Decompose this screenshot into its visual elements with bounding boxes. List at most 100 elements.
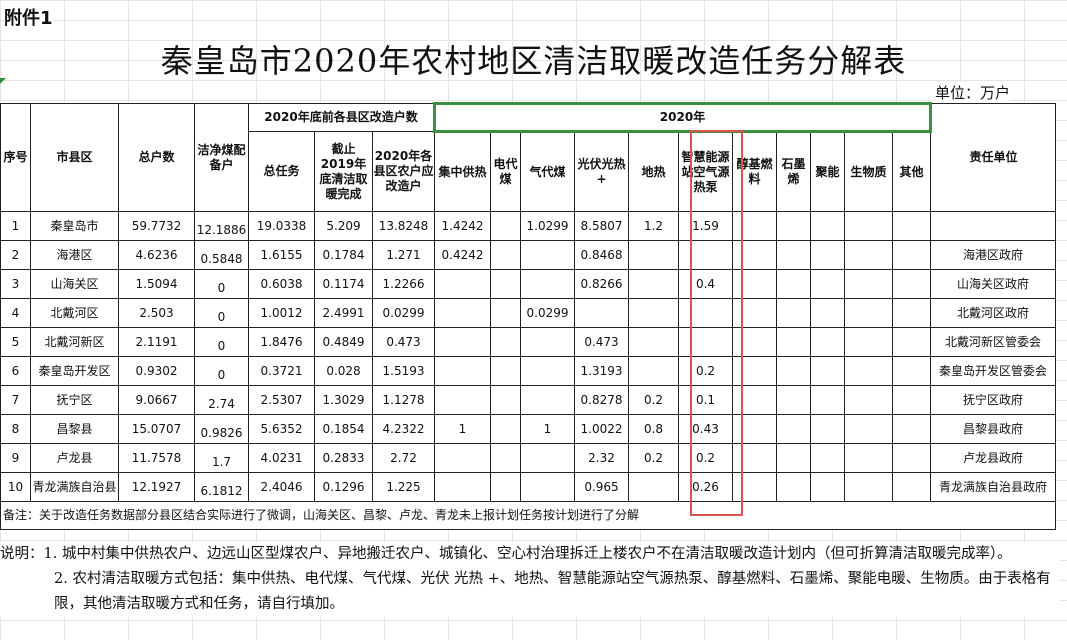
cell-polymer[interactable]: [810, 385, 845, 415]
cell-polymer[interactable]: [810, 414, 845, 444]
cell-graphene[interactable]: [776, 385, 811, 415]
cell-graphene[interactable]: [776, 443, 811, 473]
cell-due-2020[interactable]: 1.271: [372, 240, 435, 270]
cell-done-2019[interactable]: 0.1174: [314, 269, 373, 299]
cell-geothermal[interactable]: [628, 356, 679, 386]
cell-alcohol-fuel[interactable]: [732, 211, 777, 241]
cell-other[interactable]: [892, 443, 931, 473]
cell-responsible[interactable]: 秦皇岛开发区管委会: [930, 356, 1056, 386]
cell-pv-thermal[interactable]: 1.3193: [574, 356, 629, 386]
cell-total[interactable]: 2.1191: [118, 327, 195, 357]
cell-smart-heat-pump[interactable]: 0.43: [678, 414, 733, 444]
cell-biomass[interactable]: [844, 269, 893, 299]
cell-done-2019[interactable]: 0.1296: [314, 472, 373, 502]
header-due-2020[interactable]: 2020年各县区农户应改造户: [372, 131, 435, 212]
cell-other[interactable]: [892, 472, 931, 502]
cell-polymer[interactable]: [810, 443, 845, 473]
cell-county[interactable]: 北戴河区: [30, 298, 119, 328]
cell-due-2020[interactable]: 4.2322: [372, 414, 435, 444]
cell-county[interactable]: 秦皇岛市: [30, 211, 119, 241]
cell-biomass[interactable]: [844, 356, 893, 386]
cell-graphene[interactable]: [776, 414, 811, 444]
cell-geothermal[interactable]: [628, 298, 679, 328]
cell-gas-coal[interactable]: 0.0299: [520, 298, 575, 328]
cell-seq[interactable]: 3: [0, 269, 31, 299]
cell-responsible[interactable]: 青龙满族自治县政府: [930, 472, 1056, 502]
cell-responsible[interactable]: [930, 211, 1056, 241]
cell-county[interactable]: 海港区: [30, 240, 119, 270]
cell-seq[interactable]: 9: [0, 443, 31, 473]
cell-responsible[interactable]: 北戴河区政府: [930, 298, 1056, 328]
cell-smart-heat-pump[interactable]: 0.2: [678, 443, 733, 473]
cell-geothermal[interactable]: 0.2: [628, 443, 679, 473]
cell-biomass[interactable]: [844, 385, 893, 415]
cell-seq[interactable]: 7: [0, 385, 31, 415]
cell-done-2019[interactable]: 0.1854: [314, 414, 373, 444]
cell-graphene[interactable]: [776, 298, 811, 328]
cell-pv-thermal[interactable]: 0.965: [574, 472, 629, 502]
cell-geothermal[interactable]: [628, 472, 679, 502]
cell-due-2020[interactable]: 2.72: [372, 443, 435, 473]
cell-alcohol-fuel[interactable]: [732, 385, 777, 415]
header-pv-thermal[interactable]: 光伏光热+: [574, 131, 629, 212]
cell-county[interactable]: 抚宁区: [30, 385, 119, 415]
cell-smart-heat-pump[interactable]: 1.59: [678, 211, 733, 241]
cell-geothermal[interactable]: [628, 269, 679, 299]
cell-polymer[interactable]: [810, 327, 845, 357]
cell-alcohol-fuel[interactable]: [732, 240, 777, 270]
cell-task[interactable]: 1.0012: [248, 298, 315, 328]
cell-graphene[interactable]: [776, 211, 811, 241]
cell-gas-coal[interactable]: [520, 269, 575, 299]
cell-other[interactable]: [892, 385, 931, 415]
cell-alcohol-fuel[interactable]: [732, 443, 777, 473]
cell-other[interactable]: [892, 327, 931, 357]
cell-gas-coal[interactable]: [520, 356, 575, 386]
header-other[interactable]: 其他: [892, 131, 931, 212]
cell-gas-coal[interactable]: [520, 472, 575, 502]
cell-pv-thermal[interactable]: 2.32: [574, 443, 629, 473]
header-total-households[interactable]: 总户数: [118, 103, 195, 212]
cell-other[interactable]: [892, 211, 931, 241]
cell-electric-coal[interactable]: [490, 356, 521, 386]
cell-done-2019[interactable]: 1.3029: [314, 385, 373, 415]
header-polymer[interactable]: 聚能: [810, 131, 845, 212]
header-electric-coal[interactable]: 电代煤: [490, 131, 521, 212]
cell-task[interactable]: 5.6352: [248, 414, 315, 444]
cell-central-heating[interactable]: 1: [434, 414, 491, 444]
cell-task[interactable]: 0.6038: [248, 269, 315, 299]
cell-alcohol-fuel[interactable]: [732, 356, 777, 386]
header-biomass[interactable]: 生物质: [844, 131, 893, 212]
cell-seq[interactable]: 8: [0, 414, 31, 444]
cell-electric-coal[interactable]: [490, 298, 521, 328]
cell-pv-thermal[interactable]: 0.8278: [574, 385, 629, 415]
cell-total[interactable]: 12.1927: [118, 472, 195, 502]
cell-pv-thermal[interactable]: [574, 298, 629, 328]
cell-gas-coal[interactable]: [520, 240, 575, 270]
cell-done-2019[interactable]: 0.4849: [314, 327, 373, 357]
cell-seq[interactable]: 2: [0, 240, 31, 270]
cell-clean-coal[interactable]: 0: [194, 269, 249, 299]
cell-biomass[interactable]: [844, 443, 893, 473]
cell-done-2019[interactable]: 0.2833: [314, 443, 373, 473]
cell-other[interactable]: [892, 269, 931, 299]
cell-pv-thermal[interactable]: 0.8266: [574, 269, 629, 299]
cell-central-heating[interactable]: [434, 385, 491, 415]
header-completed-2019[interactable]: 截止2019年底清洁取暖完成: [314, 131, 373, 212]
cell-task[interactable]: 4.0231: [248, 443, 315, 473]
header-group-2020[interactable]: 2020年: [433, 102, 932, 133]
cell-central-heating[interactable]: [434, 269, 491, 299]
cell-due-2020[interactable]: 0.0299: [372, 298, 435, 328]
cell-biomass[interactable]: [844, 414, 893, 444]
cell-pv-thermal[interactable]: 0.8468: [574, 240, 629, 270]
cell-clean-coal[interactable]: 0: [194, 327, 249, 357]
cell-county[interactable]: 青龙满族自治县: [30, 472, 119, 502]
cell-done-2019[interactable]: 2.4991: [314, 298, 373, 328]
cell-task[interactable]: 19.0338: [248, 211, 315, 241]
cell-clean-coal[interactable]: 2.74: [194, 385, 249, 415]
cell-smart-heat-pump[interactable]: 0.1: [678, 385, 733, 415]
cell-task[interactable]: 1.6155: [248, 240, 315, 270]
cell-biomass[interactable]: [844, 298, 893, 328]
header-total-task[interactable]: 总任务: [248, 131, 315, 212]
header-gas-coal[interactable]: 气代煤: [520, 131, 575, 212]
header-group-before-2020[interactable]: 2020年底前各县区改造户数: [248, 103, 435, 132]
